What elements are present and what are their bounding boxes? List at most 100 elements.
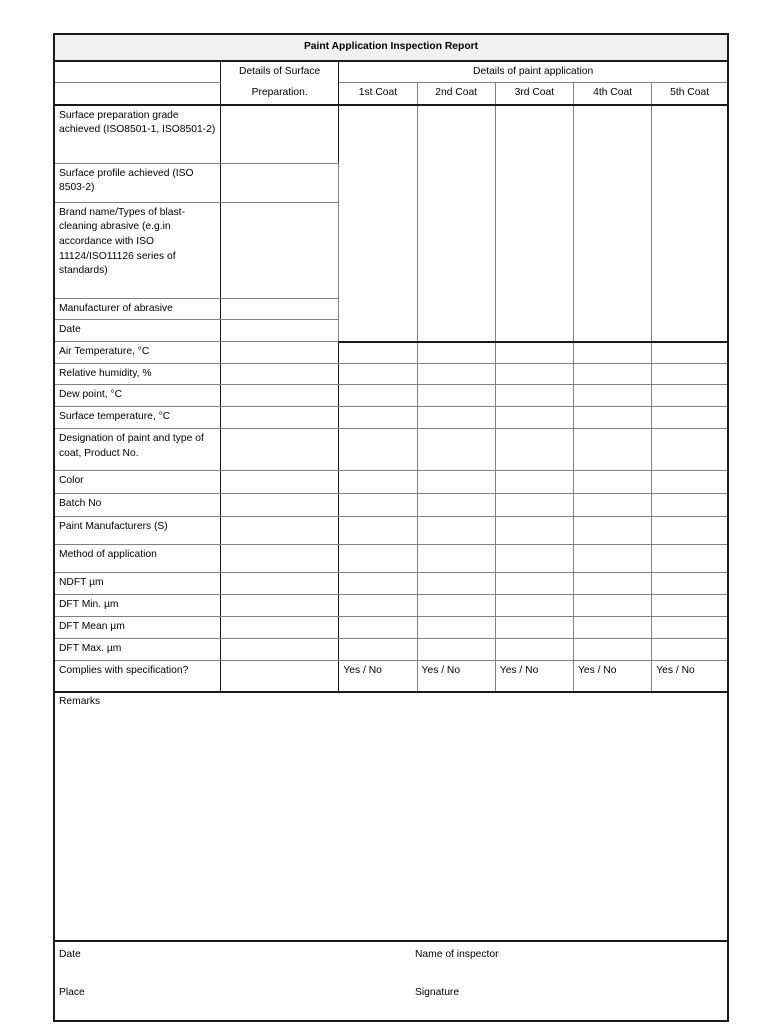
coat-4-value[interactable] bbox=[572, 594, 653, 618]
coat-4-value[interactable] bbox=[572, 470, 653, 495]
coat-3-value[interactable] bbox=[494, 638, 574, 662]
surface-preparation-value[interactable] bbox=[219, 162, 340, 203]
coat-2-merged-value[interactable] bbox=[416, 104, 496, 343]
surface-preparation-value[interactable] bbox=[219, 660, 340, 694]
surface-preparation-value[interactable] bbox=[219, 104, 340, 164]
coat-1-value[interactable] bbox=[338, 572, 418, 596]
coat-5-value[interactable] bbox=[651, 616, 729, 640]
surface-preparation-value[interactable] bbox=[219, 516, 340, 546]
coat-3-value[interactable] bbox=[494, 493, 574, 518]
coat-3-value[interactable] bbox=[494, 572, 574, 596]
coat-1-value[interactable] bbox=[338, 406, 418, 430]
surface-preparation-value[interactable] bbox=[219, 406, 340, 430]
coat-5-value[interactable] bbox=[651, 516, 729, 546]
coat-4-value[interactable] bbox=[572, 493, 653, 518]
coat-4-value[interactable] bbox=[572, 362, 653, 386]
coat-1-value[interactable] bbox=[338, 470, 418, 495]
coat-3-value[interactable] bbox=[494, 470, 574, 495]
coat-5-value[interactable] bbox=[651, 544, 729, 574]
coat-5-value[interactable]: Yes / No bbox=[651, 660, 729, 694]
data-row: Surface temperature, °C bbox=[53, 406, 729, 430]
coat-2-value[interactable] bbox=[416, 362, 496, 386]
coat-2-value[interactable] bbox=[416, 341, 496, 364]
report-title-text: Paint Application Inspection Report bbox=[303, 41, 479, 52]
coat-4-merged-value[interactable] bbox=[572, 104, 653, 343]
coat-1-value[interactable] bbox=[338, 384, 418, 408]
coat-5-value[interactable] bbox=[651, 638, 729, 662]
coat-2-value[interactable] bbox=[416, 406, 496, 430]
coat-5-value[interactable] bbox=[651, 406, 729, 430]
surface-preparation-value-text bbox=[221, 342, 338, 348]
surface-preparation-value[interactable] bbox=[219, 201, 340, 299]
coat-2-value[interactable] bbox=[416, 638, 496, 662]
coat-1-value[interactable] bbox=[338, 428, 418, 472]
coat-3-value[interactable] bbox=[494, 594, 574, 618]
coat-3-value[interactable]: Yes / No bbox=[494, 660, 574, 694]
surface-preparation-value[interactable] bbox=[219, 638, 340, 662]
coat-2-value[interactable] bbox=[416, 572, 496, 596]
surface-preparation-value[interactable] bbox=[219, 616, 340, 640]
surface-preparation-value[interactable] bbox=[219, 493, 340, 518]
coat-5-value[interactable] bbox=[651, 384, 729, 408]
coat-3-value[interactable] bbox=[494, 516, 574, 546]
coat-2-value[interactable]: Yes / No bbox=[416, 660, 496, 694]
coat-1-value[interactable]: Yes / No bbox=[338, 660, 418, 694]
coat-3-value[interactable] bbox=[494, 616, 574, 640]
coat-2-value[interactable] bbox=[416, 384, 496, 408]
coat-5-value[interactable] bbox=[651, 428, 729, 472]
coat-4-value[interactable] bbox=[572, 384, 653, 408]
coat-4-value[interactable] bbox=[572, 516, 653, 546]
surface-preparation-value[interactable] bbox=[219, 544, 340, 574]
coat-1-value[interactable] bbox=[338, 594, 418, 618]
coat-4-value[interactable] bbox=[572, 544, 653, 574]
surface-preparation-value[interactable] bbox=[219, 297, 340, 321]
surface-preparation-value[interactable] bbox=[219, 572, 340, 596]
coat-4-value[interactable] bbox=[572, 341, 653, 364]
coat-2-value[interactable] bbox=[416, 516, 496, 546]
coat-3-value[interactable] bbox=[494, 406, 574, 430]
coat-3-value[interactable] bbox=[494, 362, 574, 386]
surface-preparation-value[interactable] bbox=[219, 341, 340, 364]
coat-2-value[interactable] bbox=[416, 428, 496, 472]
coat-5-value[interactable] bbox=[651, 362, 729, 386]
surface-preparation-value[interactable] bbox=[219, 470, 340, 495]
coat-5-value[interactable] bbox=[651, 341, 729, 364]
coat-1-value[interactable] bbox=[338, 341, 418, 364]
coat-4-value[interactable] bbox=[572, 616, 653, 640]
coat-3-value[interactable] bbox=[494, 384, 574, 408]
surface-preparation-value[interactable] bbox=[219, 428, 340, 472]
coat-1-value[interactable] bbox=[338, 516, 418, 546]
remarks-area[interactable]: Remarks bbox=[53, 691, 729, 943]
surface-preparation-value-text bbox=[221, 299, 338, 305]
coat-3-value[interactable] bbox=[494, 544, 574, 574]
coat-5-value[interactable] bbox=[651, 493, 729, 518]
coat-4-value[interactable] bbox=[572, 406, 653, 430]
coat-1-value[interactable] bbox=[338, 616, 418, 640]
coat-1-value[interactable] bbox=[338, 493, 418, 518]
coat-3-value[interactable] bbox=[494, 341, 574, 364]
coat-5-value[interactable] bbox=[651, 470, 729, 495]
coat-1-value[interactable] bbox=[338, 638, 418, 662]
coat-5-value[interactable] bbox=[651, 594, 729, 618]
coat-2-value[interactable] bbox=[416, 470, 496, 495]
coat-3-value[interactable] bbox=[494, 428, 574, 472]
row-label-text: Surface temperature, °C bbox=[59, 411, 171, 423]
coat-2-value[interactable] bbox=[416, 493, 496, 518]
coat-4-value[interactable] bbox=[572, 428, 653, 472]
coat-1-merged-value[interactable] bbox=[338, 104, 418, 343]
coat-2-value[interactable] bbox=[416, 594, 496, 618]
coat-2-value[interactable] bbox=[416, 616, 496, 640]
coat-2-value[interactable] bbox=[416, 544, 496, 574]
surface-preparation-value[interactable] bbox=[219, 319, 340, 343]
surface-preparation-value[interactable] bbox=[219, 594, 340, 618]
coat-4-value[interactable] bbox=[572, 638, 653, 662]
coat-1-value[interactable] bbox=[338, 362, 418, 386]
coat-4-value[interactable] bbox=[572, 572, 653, 596]
coat-4-value[interactable]: Yes / No bbox=[572, 660, 653, 694]
coat-5-value[interactable] bbox=[651, 572, 729, 596]
coat-5-merged-value[interactable] bbox=[651, 104, 729, 343]
coat-3-merged-value[interactable] bbox=[494, 104, 574, 343]
surface-preparation-value[interactable] bbox=[219, 362, 340, 386]
surface-preparation-value[interactable] bbox=[219, 384, 340, 408]
coat-1-value[interactable] bbox=[338, 544, 418, 574]
